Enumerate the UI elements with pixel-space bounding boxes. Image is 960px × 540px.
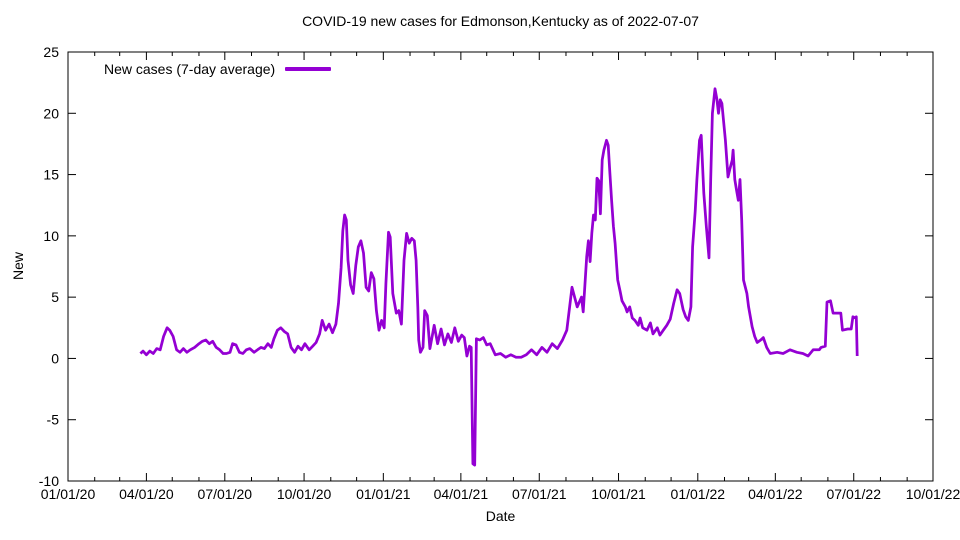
x-tick-label: 01/01/22: [671, 486, 726, 502]
y-tick-label: 15: [43, 167, 59, 183]
x-tick-label: 07/01/21: [512, 486, 567, 502]
data-line: [139, 87, 859, 467]
x-tick-label: 10/01/20: [277, 486, 332, 502]
x-tick-label: 01/01/20: [41, 486, 96, 502]
y-tick-label: 5: [51, 289, 59, 305]
y-axis-label: New: [10, 252, 26, 281]
plot-border: [67, 51, 934, 482]
x-tick-label: 07/01/20: [198, 486, 253, 502]
y-tick-label: -5: [47, 412, 60, 428]
x-tick-label: 04/01/22: [748, 486, 803, 502]
x-axis-label: Date: [485, 508, 516, 524]
legend-label: New cases (7-day average): [104, 61, 276, 77]
y-tick-label: 25: [43, 44, 59, 60]
y-tick-label: -10: [39, 473, 59, 489]
y-tick-label: 0: [51, 350, 59, 366]
x-tick-label: 07/01/22: [826, 486, 881, 502]
x-tick-label: 01/01/21: [356, 486, 411, 502]
x-tick-label: 10/01/21: [591, 486, 646, 502]
y-tick-label: 20: [43, 105, 59, 121]
x-tick-label: 10/01/22: [906, 486, 960, 502]
x-tick-label: 04/01/21: [434, 486, 489, 502]
x-tick-label: 04/01/20: [119, 486, 174, 502]
legend: New cases (7-day average): [104, 61, 332, 77]
chart-title: COVID-19 new cases for Edmonson,Kentucky…: [302, 13, 699, 29]
legend-line-swatch: [285, 67, 332, 71]
y-tick-label: 10: [43, 228, 59, 244]
